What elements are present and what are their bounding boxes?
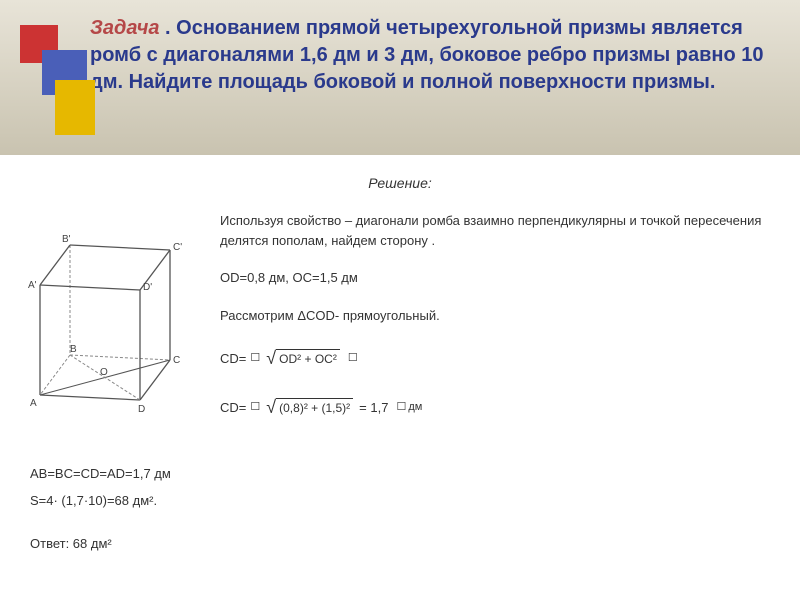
sqrt-content-2: (0,8)² + (1,5)² [276, 398, 353, 417]
cd-label-1: CD= [220, 349, 246, 369]
answer-line: Ответ: 68 дм² [30, 536, 785, 551]
vertex-a: A [30, 398, 37, 409]
vertex-a1: A' [28, 280, 37, 291]
formula-cd-2: CD= ☐ √ (0,8)² + (1,5)² = 1,7 ☐ дм [220, 394, 785, 421]
solution-line-1: Используя свойство – диагонали ромба вза… [220, 211, 785, 250]
vertex-b: B [70, 344, 77, 355]
solution-area: Решение: [0, 155, 800, 573]
cd-unit: дм [408, 399, 422, 416]
solution-title: Решение: [15, 175, 785, 191]
vertex-c: C [173, 355, 180, 366]
cd-label-2: CD= [220, 398, 246, 418]
solution-line-3: Рассмотрим ΔCOD- прямоугольный. [220, 306, 785, 326]
zadacha-label: Задача [90, 17, 159, 39]
yellow-block [55, 80, 95, 135]
sqrt-content-1: OD² + OC² [276, 349, 340, 368]
vertex-c1: C' [173, 242, 182, 253]
vertex-o: O [100, 367, 108, 378]
problem-header: Задача . Основанием прямой четырехугольн… [0, 0, 800, 155]
vertex-d1: D' [143, 282, 152, 293]
area-line: S=4· (1,7·10)=68 дм². [30, 493, 785, 508]
sqrt-1: √ OD² + OC² [266, 345, 340, 372]
dot: . [159, 17, 176, 39]
cd-result: = 1,7 [359, 398, 388, 418]
sides-line: AB=BC=CD=AD=1,7 дм [30, 466, 785, 481]
problem-statement: Задача . Основанием прямой четырехугольн… [90, 15, 770, 96]
problem-body: Основанием прямой четырехугольной призмы… [90, 17, 764, 93]
decorative-blocks [20, 25, 80, 155]
prism-diagram: B' C' A' D' B C A D O [20, 230, 195, 430]
bottom-text-block: AB=BC=CD=AD=1,7 дм S=4· (1,7·10)=68 дм².… [30, 466, 785, 551]
vertex-d: D [138, 404, 145, 415]
vertex-b1: B' [62, 234, 71, 245]
formula-cd-1: CD= ☐ √ OD² + OC² ☐ [220, 345, 785, 372]
solution-line-2: OD=0,8 дм, OC=1,5 дм [220, 268, 785, 288]
solution-text-block: Используя свойство – диагонали ромба вза… [220, 211, 785, 421]
sqrt-2: √ (0,8)² + (1,5)² [266, 394, 353, 421]
